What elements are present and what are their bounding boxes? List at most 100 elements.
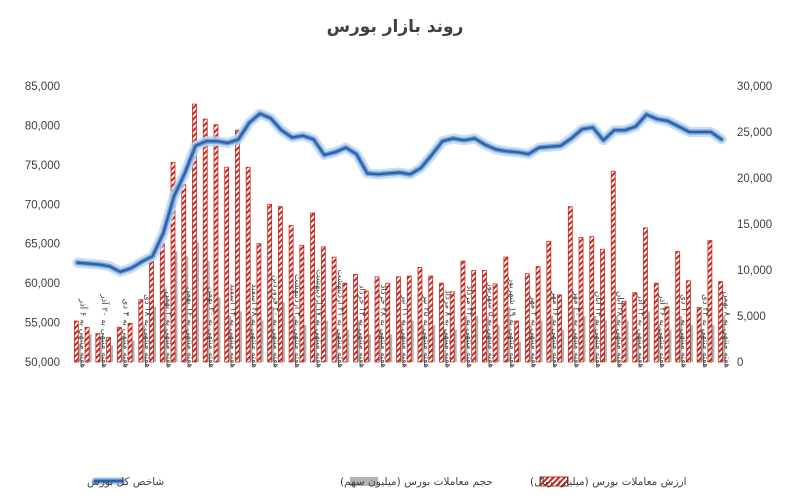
y-right-tick-label: 0 xyxy=(737,357,743,369)
value-bar xyxy=(73,320,79,363)
x-tick-label: هفته منتهی به ۱۴ آبان xyxy=(593,291,605,368)
y-left-tick-label: 60,000 xyxy=(25,278,60,290)
volume-bar xyxy=(474,316,479,362)
value-bar xyxy=(557,294,562,363)
y-right-tick-label: 30,000 xyxy=(737,81,772,93)
x-tick-label: هفته منتهی به ۲۴ دی xyxy=(700,294,710,368)
y-left-tick-label: 85,000 xyxy=(25,81,60,93)
volume-bar xyxy=(356,320,361,362)
y-right-axis: 0 5,000 10,000 15,000 20,000 25,000 30,000 xyxy=(737,81,772,369)
volume-bar xyxy=(420,325,425,362)
value-bar xyxy=(353,274,358,363)
x-tick-label: هفته منتهی به ۸ بهمن xyxy=(722,291,732,368)
value-bar xyxy=(224,166,230,363)
value-bar xyxy=(202,118,208,363)
volume-bar xyxy=(645,311,650,362)
volume-bar xyxy=(560,329,565,362)
value-bar xyxy=(138,299,144,363)
y-left-tick-label: 80,000 xyxy=(25,120,60,132)
x-tick-label: هفته منتهی به ۱۲ آذر xyxy=(636,293,648,368)
value-bar xyxy=(535,266,541,363)
x-tick-label: هفته منتهی به ۱۶ بهمن xyxy=(185,287,195,368)
volume-bar xyxy=(109,345,114,362)
value-bar xyxy=(299,244,305,363)
x-tick-label: هفته منتهی به ۱۴ خرداد xyxy=(357,285,367,368)
value-bar xyxy=(277,206,283,363)
volume-bar xyxy=(152,306,157,362)
volume-bar xyxy=(635,334,640,362)
volume-bar xyxy=(549,316,554,362)
volume-bar xyxy=(699,329,704,362)
volume-bar xyxy=(162,288,167,362)
volume-bar xyxy=(227,316,232,362)
value-bar xyxy=(235,129,240,363)
value-bar xyxy=(449,291,455,363)
value-bar xyxy=(116,326,122,363)
x-tick-label: هفته منتهی به ۲۵ تیر xyxy=(421,294,431,368)
value-bar xyxy=(95,333,101,363)
volume-bar xyxy=(216,297,221,362)
volume-bar xyxy=(538,320,543,362)
value-bar xyxy=(439,282,444,363)
legend-label-volume: حجم معاملات بورس (میلیون سهم) xyxy=(340,476,493,488)
volume-bar xyxy=(205,260,210,362)
volume-bar xyxy=(431,325,436,362)
x-tick-label: هفته منتهی به ۲۰ فروردین xyxy=(271,275,281,368)
x-tick-label: هفته منتهی به ۱۱ تیر xyxy=(400,294,410,368)
value-bar xyxy=(524,273,530,363)
value-bar xyxy=(707,240,713,363)
legend-label-value: ارزش معاملات بورس (میلیارد ریال) xyxy=(530,476,687,488)
x-tick-label: هفته منتهی به ۸ مرداد xyxy=(442,290,452,368)
value-bar xyxy=(643,227,648,363)
volume-bar xyxy=(248,316,253,362)
value-bar xyxy=(342,282,348,363)
index-line-path xyxy=(76,112,723,273)
volume-bar xyxy=(270,306,275,362)
volume-bar xyxy=(678,316,683,362)
x-tick-label: هفته منتهی به ۳۰ بهمن xyxy=(206,287,216,368)
value-bar xyxy=(471,270,477,363)
x-tick-label: هفته منتهی به ۱۶ مهر xyxy=(550,290,560,368)
volume-bar xyxy=(506,306,511,362)
volume-bar xyxy=(656,325,661,362)
value-bar xyxy=(686,280,691,363)
volume-bar xyxy=(313,302,318,362)
value-bar xyxy=(385,282,391,363)
value-bar xyxy=(213,124,219,363)
x-tick-label: هفته منتهی به ۳ اردیبهشت xyxy=(292,274,302,368)
value-bar xyxy=(374,276,380,363)
volume-bar xyxy=(76,343,81,362)
volume-bar xyxy=(441,329,446,362)
value-bar xyxy=(331,256,337,363)
volume-bar xyxy=(463,316,468,362)
volume-bar xyxy=(688,325,693,362)
value-bar xyxy=(696,307,702,363)
legend-item-volume: حجم معاملات بورس (میلیون سهم) xyxy=(340,476,493,488)
value-bar xyxy=(546,240,552,363)
x-tick-label: هفته منتهی به ۲۲ مرداد xyxy=(464,285,474,368)
value-bar xyxy=(621,300,627,363)
volume-bar xyxy=(570,306,575,362)
value-bar xyxy=(589,236,595,363)
volume-bar xyxy=(141,325,146,362)
volume-bar xyxy=(334,329,339,362)
x-tick-label: هفته منتهی به ۱۷ اردیبهشت xyxy=(314,270,324,369)
value-bar xyxy=(482,270,487,363)
volume-bar xyxy=(119,339,124,362)
x-tick-label: هفته منتهی به ۲۸ اسفند xyxy=(249,284,259,368)
volume-bars xyxy=(76,242,726,362)
volume-bar xyxy=(194,242,199,362)
value-bar xyxy=(578,237,584,363)
y-left-tick-label: 50,000 xyxy=(25,357,60,369)
legend-swatch-value xyxy=(539,476,569,487)
y-left-tick-label: 55,000 xyxy=(25,318,60,330)
value-bar xyxy=(567,206,573,363)
volume-bar xyxy=(721,316,726,362)
chart-title: روند بازار بورس xyxy=(327,17,464,37)
value-bar xyxy=(417,266,423,363)
volume-bar xyxy=(495,325,500,362)
x-tick-label: هفته منتهی به ۳۰ مهر xyxy=(571,290,581,368)
x-tick-label: هفته منتهی به ۲۸ خرداد xyxy=(378,285,388,368)
x-tick-label: هفته منتهی به ۱۰ دی xyxy=(679,294,689,368)
